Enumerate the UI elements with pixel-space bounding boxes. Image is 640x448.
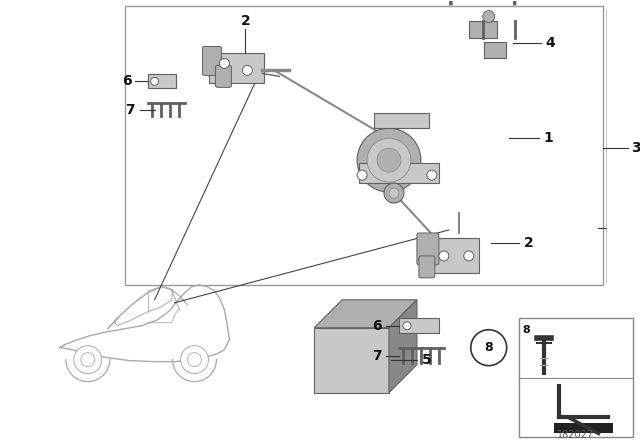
- FancyBboxPatch shape: [417, 233, 439, 265]
- Text: 182027: 182027: [557, 431, 594, 440]
- Polygon shape: [314, 300, 417, 328]
- Circle shape: [464, 251, 474, 261]
- Circle shape: [403, 322, 411, 330]
- Text: 6: 6: [372, 319, 382, 333]
- Circle shape: [427, 170, 437, 180]
- Bar: [148, 74, 175, 88]
- Circle shape: [439, 251, 449, 261]
- Circle shape: [243, 65, 252, 75]
- Circle shape: [180, 346, 209, 374]
- Circle shape: [357, 170, 367, 180]
- Bar: [209, 53, 264, 83]
- Circle shape: [384, 183, 404, 203]
- Circle shape: [367, 138, 411, 182]
- Bar: [374, 113, 429, 128]
- Circle shape: [150, 78, 159, 86]
- Text: 2: 2: [524, 236, 534, 250]
- Circle shape: [389, 188, 399, 198]
- Text: 1: 1: [544, 131, 554, 145]
- Bar: [484, 43, 506, 58]
- Bar: [554, 423, 613, 434]
- FancyBboxPatch shape: [202, 47, 221, 75]
- Text: 4: 4: [546, 36, 556, 51]
- Text: 7: 7: [125, 103, 134, 117]
- Bar: [518, 318, 634, 437]
- Circle shape: [220, 58, 229, 69]
- Bar: [359, 163, 439, 183]
- FancyBboxPatch shape: [419, 256, 435, 278]
- Bar: [125, 5, 604, 285]
- Text: 8: 8: [523, 325, 531, 335]
- Circle shape: [357, 128, 421, 192]
- Circle shape: [188, 353, 202, 366]
- Circle shape: [483, 11, 495, 22]
- Bar: [468, 21, 497, 39]
- Circle shape: [81, 353, 95, 366]
- Bar: [429, 238, 479, 273]
- Polygon shape: [389, 300, 417, 392]
- Circle shape: [74, 346, 102, 374]
- Text: 7: 7: [372, 349, 382, 362]
- Circle shape: [377, 148, 401, 172]
- Text: 5: 5: [422, 353, 432, 366]
- FancyBboxPatch shape: [216, 65, 232, 87]
- Circle shape: [471, 330, 507, 366]
- Text: 6: 6: [122, 74, 131, 88]
- Bar: [399, 318, 439, 333]
- Text: 2: 2: [241, 13, 250, 27]
- Text: 3: 3: [632, 141, 640, 155]
- Text: 8: 8: [484, 341, 493, 354]
- Bar: [314, 328, 389, 392]
